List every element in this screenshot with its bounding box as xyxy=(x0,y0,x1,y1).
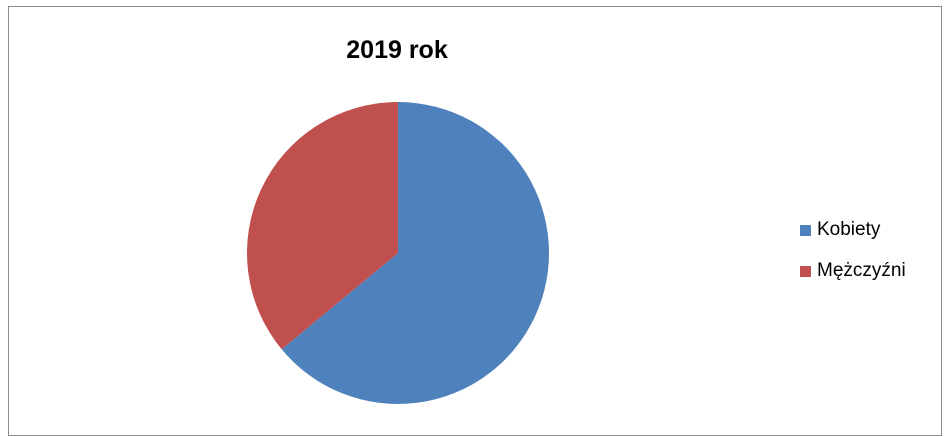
legend-item-mezczyzni: Mężczyźni xyxy=(800,258,906,284)
legend-swatch-kobiety xyxy=(800,224,811,236)
legend-swatch-mezczyzni xyxy=(800,265,811,277)
pie-slice-kobiety xyxy=(281,102,549,404)
legend: Kobiety Mężczyźni xyxy=(800,217,906,299)
chart-title: 2019 rok xyxy=(346,36,448,64)
pie-chart xyxy=(246,102,549,404)
pie-slices xyxy=(246,102,549,404)
legend-item-kobiety: Kobiety xyxy=(800,217,906,243)
legend-label-mezczyzni: Mężczyźni xyxy=(817,260,906,281)
pie-slice-mezczyzni xyxy=(246,102,398,350)
legend-label-kobiety: Kobiety xyxy=(817,219,881,240)
